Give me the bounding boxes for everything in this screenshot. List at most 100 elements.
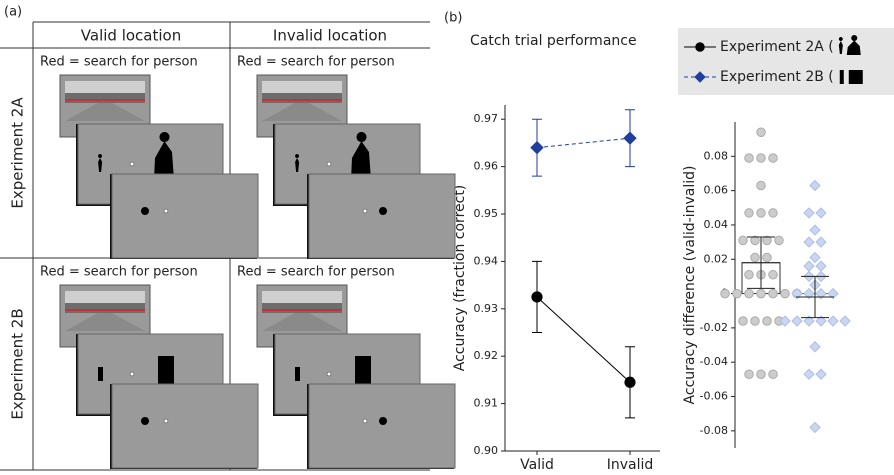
data-point (810, 225, 820, 235)
x-tick-label: Valid (520, 457, 554, 473)
error-bar (796, 276, 834, 317)
target-small (98, 367, 103, 381)
panel-label: (b) (444, 11, 462, 26)
data-point (763, 317, 772, 326)
figure: (a) (b) Valid location Invalid location … (0, 0, 894, 475)
screen (112, 174, 258, 258)
y-tick-label: -0.04 (700, 355, 728, 368)
data-point (733, 289, 742, 298)
screen (309, 174, 455, 258)
y-tick-label: -0.02 (700, 321, 728, 334)
probe-dot (141, 417, 149, 425)
data-point (804, 208, 814, 218)
data-point (745, 154, 754, 163)
column-header: Invalid location (273, 27, 387, 45)
marker (696, 43, 705, 52)
y-tick-label: 0.04 (704, 218, 729, 231)
y-tick-label: -0.08 (700, 424, 728, 437)
marker (625, 377, 635, 387)
data-point (751, 317, 760, 326)
data-point (816, 208, 826, 218)
y-tick-label: -0.06 (700, 390, 728, 403)
y-tick-label: 0.92 (474, 349, 499, 362)
data-point (810, 253, 820, 263)
cell-caption: Red = search for person (237, 265, 395, 280)
data-point (769, 209, 778, 218)
screen (309, 384, 455, 468)
data-point (769, 370, 778, 379)
y-tick-label: 0.96 (474, 160, 499, 173)
x-tick-label: Invalid (607, 457, 654, 473)
cell-caption: Red = search for person (40, 55, 198, 70)
probe-dot (379, 207, 387, 215)
data-point (810, 342, 820, 352)
data-point (745, 209, 754, 218)
data-point (810, 422, 820, 432)
y-tick-label: 0.08 (704, 149, 729, 162)
scene-trees (262, 303, 342, 313)
row-header: Experiment 2A (9, 97, 27, 209)
legend-label: Experiment 2B ( (720, 69, 834, 85)
y-tick-label: 0.94 (474, 254, 499, 267)
legend-icon (840, 70, 844, 84)
y-tick-label: 0.91 (474, 397, 499, 410)
data-point (816, 237, 826, 247)
series-line (537, 138, 630, 147)
data-point (810, 180, 820, 190)
y-tick-label: 0.95 (474, 207, 499, 220)
fixation (363, 419, 367, 423)
data-point (757, 181, 766, 190)
data-point (763, 253, 772, 262)
target-small (295, 367, 300, 381)
data-point (781, 289, 790, 298)
data-point (757, 209, 766, 218)
scene-trees (262, 93, 342, 103)
data-point (757, 370, 766, 379)
fixation (327, 162, 331, 166)
scene-trees (65, 93, 145, 103)
y-tick-label: 0.90 (474, 444, 499, 457)
panel-label: (a) (4, 5, 22, 20)
data-point (804, 369, 814, 379)
data-point (757, 154, 766, 163)
column-header: Valid location (81, 27, 181, 45)
screen (112, 384, 258, 468)
marker (624, 132, 636, 144)
fixation (363, 209, 367, 213)
marker (531, 142, 543, 154)
legend-icon (849, 70, 863, 84)
y-tick-label: 0.06 (704, 184, 729, 197)
data-point (745, 289, 754, 298)
data-point (745, 370, 754, 379)
data-point (828, 316, 838, 326)
chart-title: Catch trial performance (470, 33, 637, 49)
fixation (164, 419, 168, 423)
data-point (816, 369, 826, 379)
row-header: Experiment 2B (9, 308, 27, 419)
data-point (804, 237, 814, 247)
fixation (164, 209, 168, 213)
data-point (751, 253, 760, 262)
fixation (130, 372, 134, 376)
data-point (769, 154, 778, 163)
data-point (721, 289, 730, 298)
legend-label: Experiment 2A ( (720, 39, 834, 55)
fixation (327, 372, 331, 376)
y-axis-label: Accuracy difference (valid-invalid) (682, 166, 698, 405)
series-line (537, 297, 630, 382)
y-tick-label: 0.93 (474, 302, 499, 315)
data-point (775, 236, 784, 245)
cell-caption: Red = search for person (237, 55, 395, 70)
data-point (816, 261, 826, 271)
scene-trees (65, 303, 145, 313)
cell-caption: Red = search for person (40, 265, 198, 280)
data-point (745, 270, 754, 279)
fixation (130, 162, 134, 166)
data-point (769, 270, 778, 279)
data-point (792, 316, 802, 326)
y-tick-label: 0.02 (704, 252, 729, 265)
data-point (769, 289, 778, 298)
data-point (739, 317, 748, 326)
data-point (757, 128, 766, 137)
data-point (804, 261, 814, 271)
